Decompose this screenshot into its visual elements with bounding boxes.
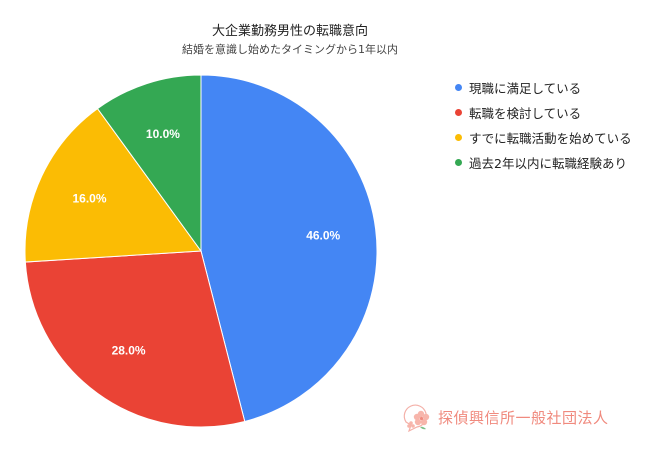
legend: 現職に満足している 転職を検討している すでに転職活動を始めている 過去2年以内… (455, 75, 632, 175)
legend-label: 現職に満足している (469, 81, 582, 96)
slice-label: 46.0% (306, 229, 340, 243)
pie-labels: 46.0% 28.0% 16.0% 10.0% (73, 127, 341, 358)
legend-label: 転職を検討している (469, 106, 582, 121)
pie-slice[interactable] (200, 74, 378, 423)
pie-slices (24, 74, 378, 428)
legend-dot-icon (455, 84, 462, 91)
chart-title: 大企業勤務男性の転職意向 (211, 24, 368, 39)
slice-label: 16.0% (73, 192, 107, 206)
legend-label: すでに転職活動を始めている (469, 131, 632, 146)
legend-label: 過去2年以内に転職経験あり (469, 156, 627, 171)
slice-label: 28.0% (112, 344, 146, 358)
pie-slice[interactable] (24, 107, 202, 263)
chart-subtitle: 結婚を意識し始めたタイミングから1年以内 (182, 43, 398, 56)
pie-slice[interactable] (96, 74, 202, 253)
legend-item[interactable]: 過去2年以内に転職経験あり (455, 150, 632, 175)
watermark: 探偵興信所一般社団法人 (400, 400, 609, 434)
legend-dot-icon (455, 159, 462, 166)
legend-item[interactable]: 現職に満足している (455, 75, 632, 100)
legend-item[interactable]: 転職を検討している (455, 100, 632, 125)
watermark-text: 探偵興信所一般社団法人 (438, 408, 609, 427)
sakura-speech-bubble-icon (403, 404, 430, 433)
legend-dot-icon (455, 134, 462, 141)
slice-label: 10.0% (146, 127, 180, 141)
legend-item[interactable]: すでに転職活動を始めている (455, 125, 632, 150)
pie-slice[interactable] (24, 250, 246, 428)
legend-dot-icon (455, 109, 462, 116)
